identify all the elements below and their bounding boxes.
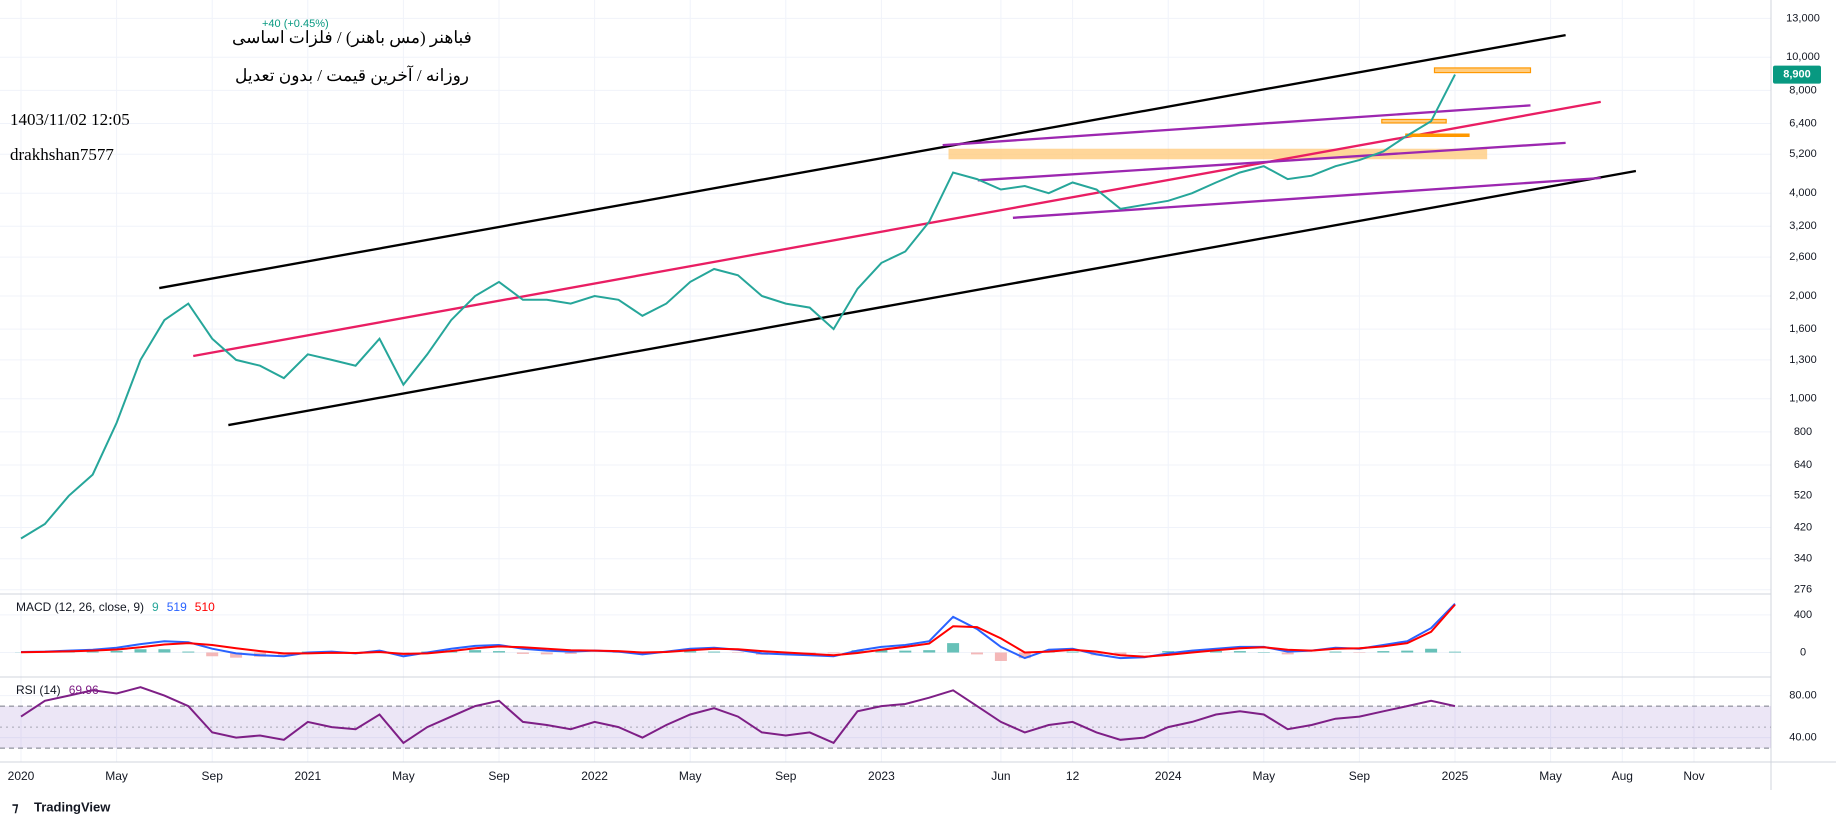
x-tick-label: 2025 <box>1442 769 1469 783</box>
histogram-bar <box>923 650 935 652</box>
legend-value: 69.96 <box>69 683 99 697</box>
y-tick-label: 520 <box>1794 490 1812 502</box>
y-tick-label: 800 <box>1794 426 1812 438</box>
x-tick-label: 12 <box>1066 769 1080 783</box>
histogram-bar <box>158 649 170 652</box>
y-tick-label: 3,200 <box>1789 220 1817 232</box>
x-tick-label: Aug <box>1612 769 1633 783</box>
histogram-bar <box>541 653 553 655</box>
histogram-bar <box>206 653 218 657</box>
histogram-bar <box>1401 651 1413 653</box>
zone <box>1405 133 1469 137</box>
y-tick-label: 400 <box>1794 609 1812 621</box>
macd-title: MACD (12, 26, close, 9) <box>16 600 144 614</box>
x-tick-label: 2023 <box>868 769 895 783</box>
y-tick-label: 40.00 <box>1789 732 1817 744</box>
histogram-bar <box>1067 652 1079 653</box>
x-tick-label: Jun <box>991 769 1010 783</box>
x-tick-label: Sep <box>202 769 224 783</box>
x-tick-label: 2021 <box>294 769 321 783</box>
y-tick-label: 420 <box>1794 521 1812 533</box>
histogram-bar <box>1330 652 1342 653</box>
x-tick-label: Nov <box>1683 769 1704 783</box>
histogram-bar <box>493 651 505 652</box>
y-tick-label: 1,300 <box>1789 354 1817 366</box>
histogram-bar <box>1282 653 1294 655</box>
x-tick-label: May <box>105 769 128 783</box>
date-annotation: 1403/11/02 12:05 <box>10 110 130 129</box>
user-annotation: drakhshan7577 <box>10 145 114 164</box>
y-tick-label: 1,000 <box>1789 393 1817 405</box>
zone <box>1434 68 1530 73</box>
y-tick-label: 1,600 <box>1789 323 1817 335</box>
y-tick-label: 4,000 <box>1789 187 1817 199</box>
x-tick-label: May <box>1252 769 1275 783</box>
histogram-bar <box>135 649 147 652</box>
histogram-bar <box>565 653 577 654</box>
y-tick-label: 2,600 <box>1789 251 1817 263</box>
chart-subtitle: روزانه / آخرین قیمت / بدون تعدیل <box>235 64 469 86</box>
histogram-bar <box>517 653 529 654</box>
chart-title: فباهنر (مس باهنر) / فلزات اساسی <box>232 28 472 48</box>
y-tick-label: 80.00 <box>1789 689 1817 701</box>
legend-value: 9 <box>152 600 159 614</box>
rsi-title: RSI (14) <box>16 683 61 697</box>
y-tick-label: 6,400 <box>1789 117 1817 129</box>
footer-logo: TradingView <box>34 799 111 814</box>
histogram-bar <box>111 651 123 653</box>
histogram-bar <box>899 651 911 653</box>
price-tag-label: 8,900 <box>1783 68 1811 80</box>
y-tick-label: 340 <box>1794 553 1812 565</box>
histogram-bar <box>708 652 720 653</box>
x-tick-label: 2020 <box>8 769 35 783</box>
histogram-bar <box>947 643 959 652</box>
histogram-bar <box>1449 652 1461 653</box>
histogram-bar <box>469 650 481 652</box>
histogram-bar <box>1425 649 1437 653</box>
histogram-bar <box>971 653 983 655</box>
legend-value: 510 <box>195 600 215 614</box>
logo-icon: ⁊ <box>12 799 19 814</box>
x-tick-label: May <box>1539 769 1562 783</box>
histogram-bar <box>1234 651 1246 652</box>
x-tick-label: 2024 <box>1155 769 1182 783</box>
histogram-bar <box>828 653 840 654</box>
histogram-bar <box>1377 651 1389 652</box>
y-tick-label: 8,000 <box>1789 84 1817 96</box>
x-tick-label: 2022 <box>581 769 608 783</box>
x-tick-label: Sep <box>775 769 797 783</box>
y-tick-label: 5,200 <box>1789 148 1817 160</box>
y-tick-label: 13,000 <box>1786 12 1820 24</box>
y-tick-label: 0 <box>1800 646 1806 658</box>
zone <box>1382 119 1446 123</box>
histogram-bar <box>182 652 194 653</box>
y-tick-label: 276 <box>1794 584 1812 596</box>
histogram-bar <box>995 653 1007 661</box>
x-tick-label: Sep <box>1349 769 1371 783</box>
x-tick-label: Sep <box>488 769 510 783</box>
y-tick-label: 640 <box>1794 459 1812 471</box>
y-tick-label: 10,000 <box>1786 51 1820 63</box>
x-tick-label: May <box>679 769 702 783</box>
y-tick-label: 2,000 <box>1789 290 1817 302</box>
legend-value: 519 <box>167 600 187 614</box>
x-tick-label: May <box>392 769 415 783</box>
